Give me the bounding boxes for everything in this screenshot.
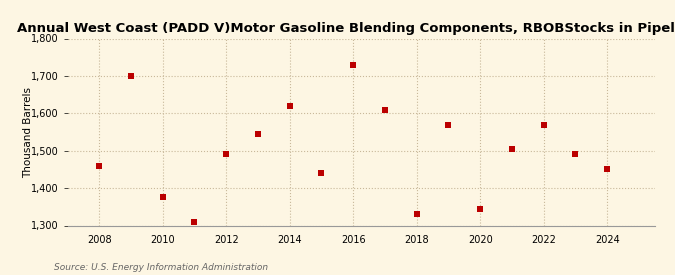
Point <box>348 62 358 67</box>
Point <box>411 212 422 216</box>
Point <box>189 219 200 224</box>
Point <box>316 171 327 175</box>
Point <box>157 195 168 200</box>
Point <box>126 74 136 78</box>
Point <box>538 122 549 127</box>
Point <box>221 152 232 157</box>
Point <box>443 122 454 127</box>
Point <box>379 107 390 112</box>
Point <box>475 207 485 211</box>
Point <box>601 167 612 172</box>
Point <box>284 104 295 108</box>
Y-axis label: Thousand Barrels: Thousand Barrels <box>23 87 33 177</box>
Point <box>506 147 517 151</box>
Text: Source: U.S. Energy Information Administration: Source: U.S. Energy Information Administ… <box>54 263 268 272</box>
Point <box>570 152 580 157</box>
Point <box>94 163 105 168</box>
Point <box>252 132 263 136</box>
Title: Annual West Coast (PADD V)Motor Gasoline Blending Components, RBOBStocks in Pipe: Annual West Coast (PADD V)Motor Gasoline… <box>17 21 675 35</box>
